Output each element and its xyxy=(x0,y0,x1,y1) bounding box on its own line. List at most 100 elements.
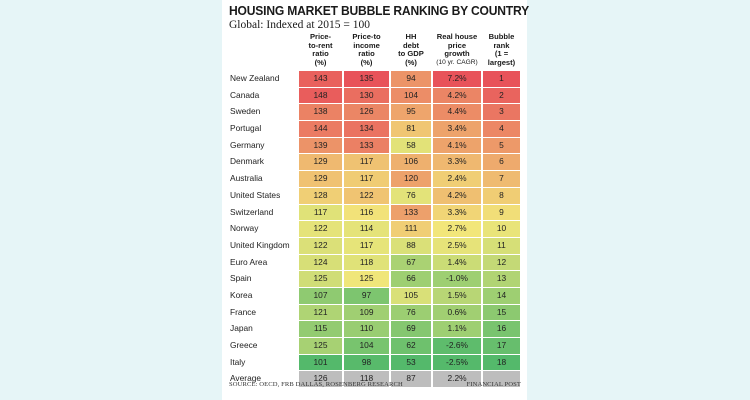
value-cell: 58 xyxy=(391,137,431,154)
value-cell: 7 xyxy=(483,171,520,187)
value-cell: 104 xyxy=(344,338,389,354)
header-line: (10 yr. CAGR) xyxy=(436,58,478,66)
table-row: Korea 107 97 105 1.5% 14 xyxy=(229,287,521,305)
table-row: Portugal 144 134 81 3.4% 4 xyxy=(229,121,521,138)
value-cell: 143 xyxy=(299,71,342,87)
header-house-price-growth: Real house price growth (10 yr. CAGR) xyxy=(433,32,481,67)
table-row: Australia 129 117 120 2.4% 7 xyxy=(229,171,521,188)
value-cell: 111 xyxy=(391,221,431,237)
value-cell: 4.4% xyxy=(433,104,481,121)
value-cell: 67 xyxy=(391,254,431,271)
value-cell: 129 xyxy=(299,154,342,171)
header-line: to GDP xyxy=(398,49,424,59)
value-cell: 1 xyxy=(483,71,520,87)
chart-title: HOUSING MARKET BUBBLE RANKING BY COUNTRY xyxy=(229,4,529,18)
value-cell: 128 xyxy=(299,187,342,204)
value-cell: 3.3% xyxy=(433,204,481,221)
value-cell: 10 xyxy=(483,221,520,237)
country-label: United States xyxy=(230,189,281,200)
value-cell: 2.7% xyxy=(433,221,481,237)
country-label: Denmark xyxy=(230,156,264,167)
value-cell: 2.4% xyxy=(433,171,481,187)
table-row: France 121 109 76 0.6% 15 xyxy=(229,304,521,322)
chart-subtitle: Global: Indexed at 2015 = 100 xyxy=(229,19,370,31)
value-cell: 4 xyxy=(483,121,520,137)
country-label: Average xyxy=(230,373,262,384)
table-row: Switzerland 117 116 133 3.3% 9 xyxy=(229,204,521,222)
header-line: ratio xyxy=(358,49,375,59)
value-cell: 1.5% xyxy=(433,287,481,304)
value-cell: 53 xyxy=(391,354,431,371)
table-row: Euro Area 124 118 67 1.4% 12 xyxy=(229,254,521,272)
value-cell: 76 xyxy=(391,304,431,321)
header-line: ratio xyxy=(312,49,329,59)
value-cell: 18 xyxy=(483,354,520,371)
value-cell: 133 xyxy=(344,137,389,154)
value-cell: 125 xyxy=(299,338,342,354)
value-cell: 133 xyxy=(391,204,431,221)
value-cell: 5 xyxy=(483,137,520,154)
value-cell: 16 xyxy=(483,321,520,337)
value-cell: 97 xyxy=(344,287,389,304)
value-cell: 6 xyxy=(483,154,520,171)
country-label: Sweden xyxy=(230,106,261,117)
header-line: Price-to xyxy=(352,32,381,41)
country-label: United Kingdom xyxy=(230,239,290,250)
value-cell: 117 xyxy=(344,237,389,254)
header-line: (%) xyxy=(405,57,417,67)
average-row: Average 126 118 87 2.2% xyxy=(229,371,521,389)
value-cell: 2.2% xyxy=(433,371,481,388)
value-cell: 144 xyxy=(299,121,342,137)
header-line: income xyxy=(353,40,380,50)
value-cell: 109 xyxy=(344,304,389,321)
value-cell: 117 xyxy=(344,171,389,187)
value-cell: 2 xyxy=(483,87,520,104)
value-cell: 118 xyxy=(344,254,389,271)
header-line: debt xyxy=(402,40,420,50)
table-row: Sweden 138 126 95 4.4% 3 xyxy=(229,104,521,122)
header-line: largest) xyxy=(487,57,516,67)
table-row: Canada 148 130 104 4.2% 2 xyxy=(229,87,521,105)
value-cell: 12 xyxy=(483,254,520,271)
value-cell xyxy=(483,371,520,388)
value-cell: 87 xyxy=(391,371,431,388)
value-cell: 2.5% xyxy=(433,237,481,254)
value-cell: 17 xyxy=(483,338,520,354)
value-cell: 125 xyxy=(344,271,389,287)
value-cell: 69 xyxy=(391,321,431,337)
value-cell: 95 xyxy=(391,104,431,121)
value-cell: 148 xyxy=(299,87,342,104)
header-price-to-rent: Price-to-rent ratio (%) xyxy=(299,32,342,67)
value-cell: 122 xyxy=(344,187,389,204)
table-row: Denmark 129 117 106 3.3% 6 xyxy=(229,154,521,172)
country-label: Italy xyxy=(230,356,246,367)
country-label: Norway xyxy=(230,223,259,234)
value-cell: 122 xyxy=(299,237,342,254)
value-cell: 76 xyxy=(391,187,431,204)
value-cell: 129 xyxy=(299,171,342,187)
value-cell: 117 xyxy=(299,204,342,221)
value-cell: 134 xyxy=(344,121,389,137)
value-cell: 3.3% xyxy=(433,154,481,171)
value-cell: 62 xyxy=(391,338,431,354)
value-cell: 81 xyxy=(391,121,431,137)
value-cell: 121 xyxy=(299,304,342,321)
table-row: New Zealand 143 135 94 7.2% 1 xyxy=(229,71,521,88)
table-row: Germany 139 133 58 4.1% 5 xyxy=(229,137,521,155)
header-hh-debt: HH debt to GDP (%) xyxy=(391,32,431,67)
header-line: Bubble xyxy=(488,32,515,41)
country-label: Korea xyxy=(230,289,253,300)
header-line: to-rent xyxy=(308,40,333,50)
value-cell: 1.1% xyxy=(433,321,481,337)
table-row: Japan 115 110 69 1.1% 16 xyxy=(229,321,521,338)
ranking-table: New Zealand 143 135 94 7.2% 1 Canada 148 130 104 4… xyxy=(229,71,521,389)
header-line: (%) xyxy=(360,57,373,67)
value-cell: 7.2% xyxy=(433,71,481,87)
value-cell: 107 xyxy=(299,287,342,304)
value-cell: 88 xyxy=(391,237,431,254)
value-cell: 8 xyxy=(483,187,520,204)
header-line: price xyxy=(447,40,467,50)
value-cell: 98 xyxy=(344,354,389,371)
header-line: rank xyxy=(493,40,510,50)
country-label: Japan xyxy=(230,323,253,334)
